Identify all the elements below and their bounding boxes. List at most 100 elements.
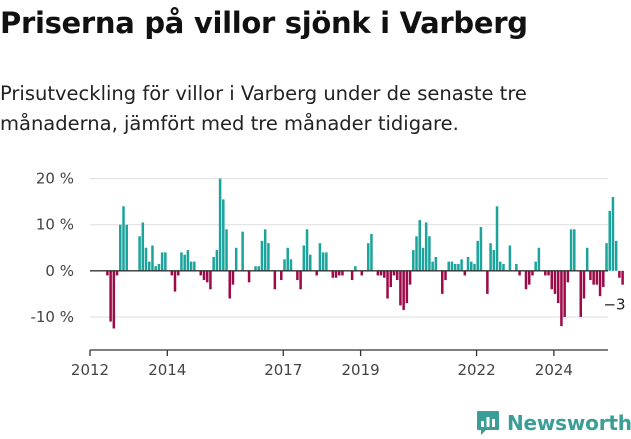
bar [547,270,550,276]
bar [386,270,389,299]
bar [508,245,512,271]
bar [537,247,541,271]
bar [589,270,592,281]
bar [263,229,267,271]
bar [444,270,447,281]
bar [544,270,547,276]
bar [383,270,386,278]
bar [183,254,186,271]
y-axis-ticks: 20 % 10 % 0 % -10 % [30,170,74,326]
bar [260,240,264,271]
bar [186,250,190,271]
bar [611,197,615,271]
bar [579,270,583,317]
bar [215,250,219,271]
bar [341,270,344,276]
bar [283,259,286,271]
bar [502,263,505,271]
bar [267,243,270,271]
bar [286,247,289,271]
bar [392,270,396,276]
bar [225,229,228,271]
bar [495,206,499,271]
bar [592,270,595,285]
bar [209,270,212,290]
bar [164,252,167,271]
bar [247,270,251,283]
bar [193,261,196,271]
x-tick-label: 2022 [457,361,495,379]
bar [602,270,605,287]
bar [408,270,412,285]
bar [331,270,335,278]
bar [395,270,399,281]
bar [470,261,473,271]
bar [325,252,328,271]
bar [605,243,608,271]
bar [350,270,354,281]
bar [154,266,157,271]
bar [421,247,425,271]
bar [273,270,277,290]
bar [431,261,434,271]
bar [405,270,409,304]
bar [424,222,428,271]
bar [492,250,496,271]
bar [566,270,570,283]
bar [241,231,244,271]
bar [309,254,312,271]
bar [360,270,364,276]
y-tick-label: 0 % [45,262,74,280]
bar [228,270,232,299]
bar [222,199,225,271]
bar [573,229,576,271]
bar [148,261,151,271]
bar [299,270,302,290]
bar [569,229,573,271]
bar [595,270,599,285]
bar [460,259,463,271]
x-tick-label: 2012 [71,361,109,379]
bar [598,270,602,297]
bar [563,270,566,317]
bar [173,270,177,292]
bar [553,270,557,294]
bar [234,247,238,271]
y-tick-label: -10 % [30,308,74,326]
chart-title: Priserna på villor sjönk i Varberg [0,6,528,40]
bar [585,247,589,271]
bar [315,270,318,276]
bar [556,270,560,304]
bar [466,257,470,271]
bar [450,261,454,271]
bar [415,236,418,271]
chart-subtitle: Prisutveckling för villor i Varberg unde… [0,82,527,135]
brand-name: Newsworthy [507,411,631,435]
y-tick-label: 10 % [36,216,74,234]
bar [550,270,554,290]
x-tick-label: 2017 [264,361,302,379]
bar [399,270,402,306]
bar [257,266,260,271]
bar [289,259,293,271]
bar [402,270,405,311]
bar [498,261,502,271]
bar [218,178,222,271]
bar [122,206,125,271]
bar [473,263,476,271]
bar [453,263,457,271]
y-tick-label: 20 % [36,170,74,188]
latest-value-label: −3 % [603,296,631,314]
bar [189,261,193,271]
bar [463,270,467,276]
bar [476,240,479,271]
bar [199,270,203,276]
bar [115,270,119,276]
bar [489,243,492,271]
bar [608,210,611,271]
bar [160,252,164,271]
bar [202,270,206,281]
bar [376,270,380,276]
bar [527,270,531,285]
newsworthy-logo[interactable]: Newsworthy [476,408,631,438]
